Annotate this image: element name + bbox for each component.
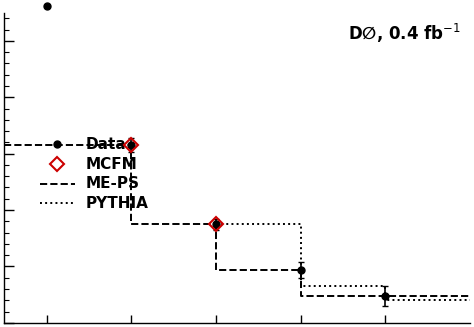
Text: D$\mathbf{\emptyset}$, 0.4 fb$^{-1}$: D$\mathbf{\emptyset}$, 0.4 fb$^{-1}$ bbox=[348, 22, 461, 45]
Legend: Data, MCFM, ME-PS, PYTHIA: Data, MCFM, ME-PS, PYTHIA bbox=[35, 131, 154, 217]
